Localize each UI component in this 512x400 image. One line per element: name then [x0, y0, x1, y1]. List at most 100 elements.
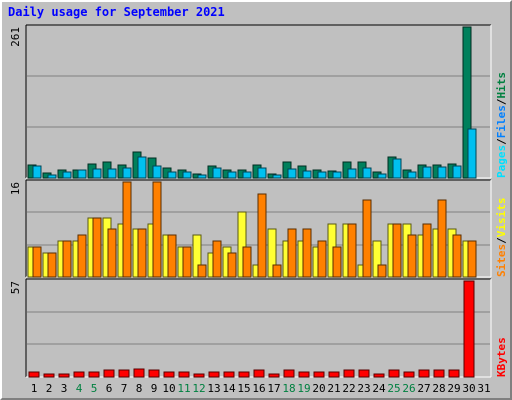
bar-kbytes-day-16	[253, 369, 265, 378]
bar-kbytes-day-20	[313, 371, 325, 378]
bar-kbytes-day-4	[73, 371, 85, 378]
panel-legend: KBytes	[495, 337, 508, 377]
bar-kbytes-day-23	[358, 369, 370, 378]
bar-files-day-29	[452, 165, 462, 179]
bar-files-day-28	[437, 166, 447, 179]
bar-kbytes-day-29	[448, 369, 460, 378]
bar-files-day-8	[137, 156, 147, 179]
x-tick-label-25: 25	[387, 382, 400, 395]
bar-sites-day-8	[137, 228, 147, 278]
bar-files-day-11	[182, 171, 192, 179]
bar-sites-day-13	[212, 240, 222, 278]
legend-separator: /	[495, 138, 508, 145]
bar-hits-day-30	[462, 26, 472, 179]
bar-kbytes-day-10	[163, 371, 175, 378]
bar-files-day-12	[197, 174, 207, 179]
bar-sites-day-4	[77, 234, 87, 278]
panel-legend: Sites/Visits	[495, 198, 508, 278]
bar-kbytes-day-5	[88, 371, 100, 378]
bar-kbytes-day-2	[43, 373, 55, 378]
x-tick-label-22: 22	[342, 382, 355, 395]
bar-sites-day-5	[92, 217, 102, 278]
bar-kbytes-day-7	[118, 369, 130, 378]
bar-sites-day-28	[437, 199, 447, 278]
bar-files-day-27	[422, 166, 432, 179]
x-tick-label-5: 5	[91, 382, 98, 395]
panel-background	[26, 25, 491, 178]
x-tick-label-1: 1	[31, 382, 38, 395]
bar-kbytes-day-13	[208, 371, 220, 378]
bar-files-day-16	[257, 167, 267, 179]
x-tick-label-30: 30	[462, 382, 475, 395]
bar-sites-day-19	[302, 228, 312, 278]
bar-kbytes-day-9	[148, 369, 160, 378]
bar-kbytes-day-1	[28, 371, 40, 378]
panel-hits-files-pages: 261 Pages/Files/Hits	[9, 24, 508, 179]
max-value-label: 16	[9, 182, 22, 195]
x-tick-label-17: 17	[267, 382, 280, 395]
bar-files-day-7	[122, 167, 132, 179]
x-tick-label-8: 8	[136, 382, 143, 395]
bar-files-day-24	[377, 173, 387, 179]
bar-files-day-15	[242, 171, 252, 179]
bar-files-day-21	[332, 171, 342, 179]
x-tick-label-19: 19	[297, 382, 310, 395]
x-tick-label-18: 18	[282, 382, 295, 395]
bar-kbytes-day-8	[133, 368, 145, 378]
x-tick-label-7: 7	[121, 382, 128, 395]
bar-files-day-6	[107, 168, 117, 179]
bar-kbytes-day-15	[238, 371, 250, 378]
x-tick-label-21: 21	[327, 382, 340, 395]
bar-sites-day-7	[122, 181, 132, 278]
legend-files: Files	[495, 105, 508, 138]
bar-files-day-18	[287, 168, 297, 179]
bar-sites-day-18	[287, 228, 297, 278]
bar-visits-day-12	[192, 234, 202, 278]
bar-sites-day-11	[182, 246, 192, 278]
bar-sites-day-26	[407, 234, 417, 278]
x-tick-label-26: 26	[402, 382, 415, 395]
bar-sites-day-25	[392, 223, 402, 278]
bar-sites-day-17	[272, 264, 282, 278]
x-tick-label-23: 23	[357, 382, 370, 395]
x-tick-label-29: 29	[447, 382, 460, 395]
max-value-label: 261	[9, 27, 22, 47]
bar-visits-day-17	[267, 228, 277, 278]
x-tick-label-12: 12	[192, 382, 205, 395]
panel-kbytes: 57 KBytes	[9, 278, 508, 378]
bar-files-day-5	[92, 168, 102, 179]
x-tick-label-3: 3	[61, 382, 68, 395]
bar-kbytes-day-26	[403, 371, 415, 378]
bar-kbytes-day-14	[223, 371, 235, 378]
bar-sites-day-15	[242, 246, 252, 278]
legend-visits: Visits	[495, 198, 508, 238]
x-tick-label-13: 13	[207, 382, 220, 395]
x-tick-label-28: 28	[432, 382, 445, 395]
legend-sites: Sites	[495, 244, 508, 277]
bar-files-day-30	[467, 128, 477, 179]
legend-pages: Pages	[495, 145, 508, 178]
panel-visits-sites: 16 Sites/Visits	[9, 179, 508, 278]
bar-sites-day-20	[317, 240, 327, 278]
x-tick-label-31: 31	[477, 382, 490, 395]
bar-sites-day-12	[197, 264, 207, 278]
chart-title: Daily usage for September 2021	[8, 5, 225, 19]
bar-files-day-10	[167, 171, 177, 179]
bar-sites-day-24	[377, 264, 387, 278]
bar-files-day-19	[302, 170, 312, 179]
bar-sites-day-23	[362, 199, 372, 278]
bar-sites-day-22	[347, 223, 357, 278]
bar-files-day-22	[347, 168, 357, 179]
max-value-label: 57	[9, 281, 22, 294]
bar-sites-day-30	[467, 240, 477, 278]
panel-legend: Pages/Files/Hits	[495, 72, 508, 178]
bar-sites-day-9	[152, 181, 162, 278]
bar-files-day-13	[212, 167, 222, 179]
x-tick-label-16: 16	[252, 382, 265, 395]
x-tick-label-15: 15	[237, 382, 250, 395]
bar-kbytes-day-27	[418, 369, 430, 378]
x-tick-label-6: 6	[106, 382, 113, 395]
bar-files-day-4	[77, 169, 87, 179]
bar-sites-day-3	[62, 240, 72, 278]
x-tick-label-11: 11	[177, 382, 190, 395]
